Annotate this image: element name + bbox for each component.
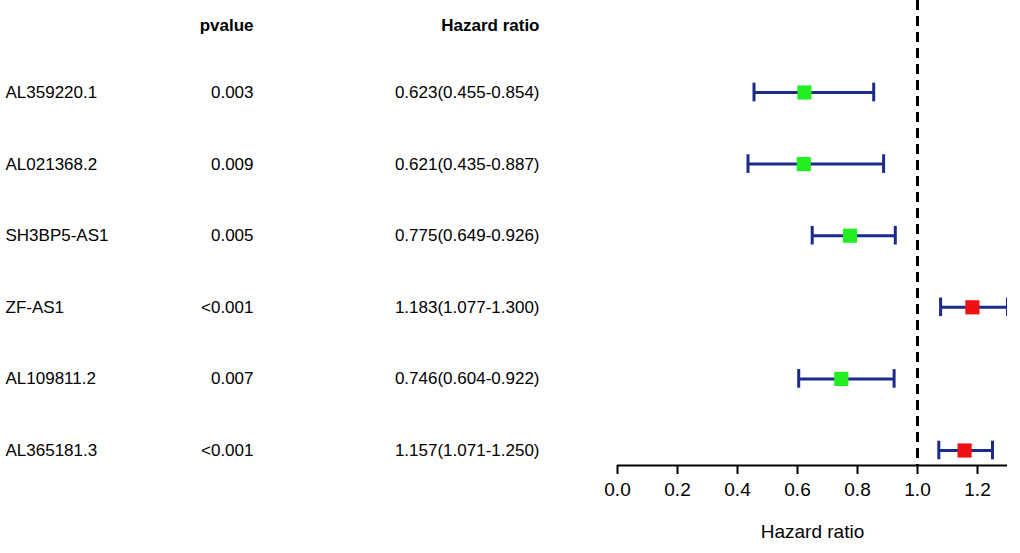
svg-text:0.009: 0.009: [211, 155, 254, 174]
svg-text:<0.001: <0.001: [201, 441, 253, 460]
svg-text:1.157(1.071-1.250): 1.157(1.071-1.250): [395, 441, 540, 460]
svg-text:AL359220.1: AL359220.1: [6, 83, 98, 102]
svg-text:1.2: 1.2: [964, 479, 990, 500]
svg-text:SH3BP5-AS1: SH3BP5-AS1: [6, 226, 109, 245]
svg-text:AL021368.2: AL021368.2: [6, 155, 98, 174]
svg-text:ZF-AS1: ZF-AS1: [6, 298, 65, 317]
svg-text:Hazard ratio: Hazard ratio: [761, 521, 865, 542]
svg-text:0.6: 0.6: [784, 479, 810, 500]
svg-text:0.2: 0.2: [664, 479, 690, 500]
svg-text:<0.001: <0.001: [201, 298, 253, 317]
svg-text:AL365181.3: AL365181.3: [6, 441, 98, 460]
svg-text:0.005: 0.005: [211, 226, 254, 245]
svg-text:0.623(0.455-0.854): 0.623(0.455-0.854): [395, 83, 540, 102]
svg-text:AL109811.2: AL109811.2: [6, 369, 96, 388]
svg-text:Hazard ratio: Hazard ratio: [441, 16, 539, 35]
svg-text:pvalue: pvalue: [200, 16, 254, 35]
svg-text:0.4: 0.4: [724, 479, 751, 500]
svg-text:0.007: 0.007: [211, 369, 254, 388]
svg-text:1.183(1.077-1.300): 1.183(1.077-1.300): [395, 298, 540, 317]
svg-text:0.0: 0.0: [604, 479, 630, 500]
svg-text:0.746(0.604-0.922): 0.746(0.604-0.922): [395, 369, 540, 388]
svg-text:0.003: 0.003: [211, 83, 254, 102]
svg-text:0.621(0.435-0.887): 0.621(0.435-0.887): [395, 155, 540, 174]
svg-text:1.0: 1.0: [904, 479, 930, 500]
svg-text:0.775(0.649-0.926): 0.775(0.649-0.926): [395, 226, 540, 245]
svg-text:0.8: 0.8: [844, 479, 870, 500]
